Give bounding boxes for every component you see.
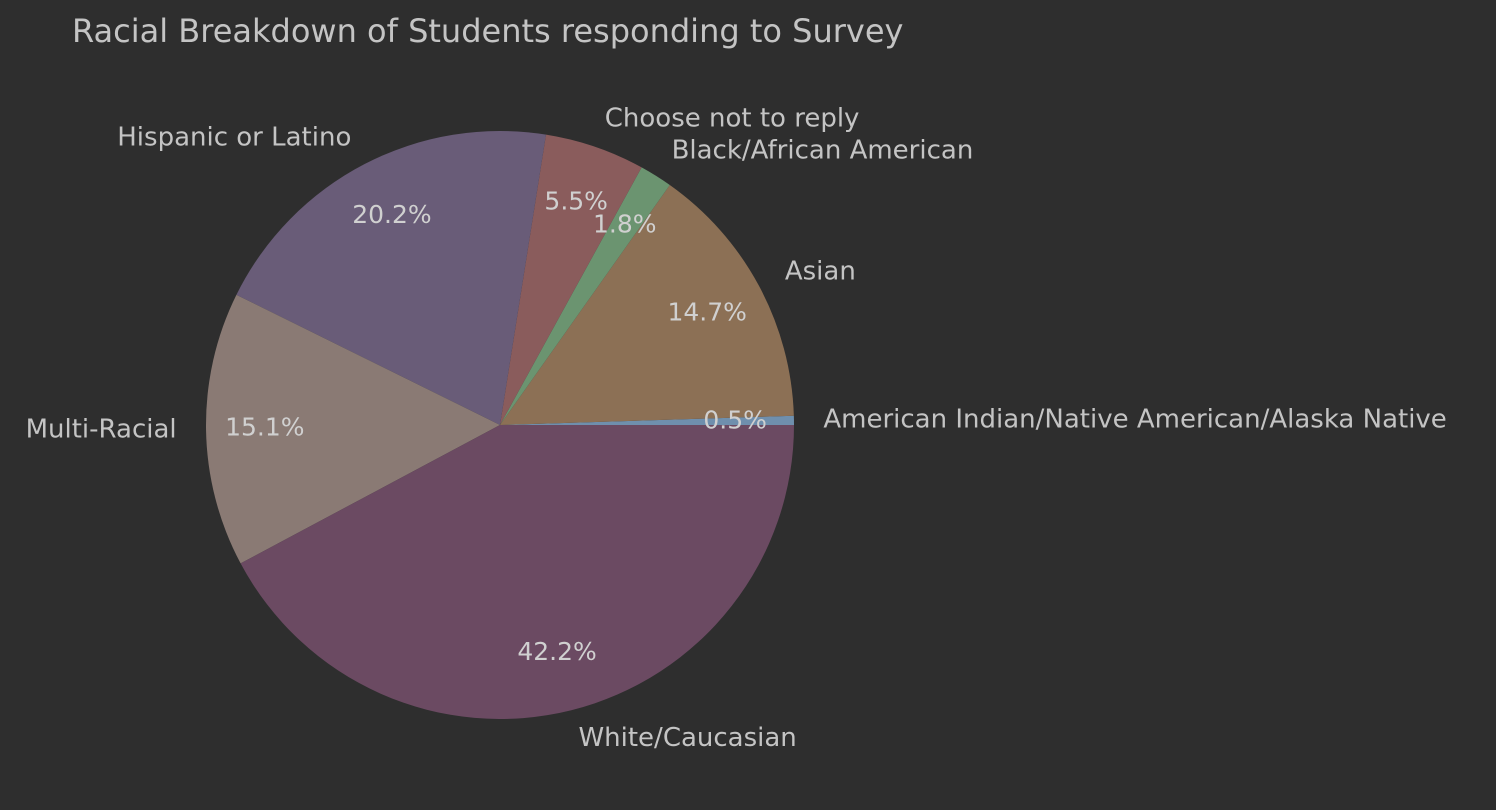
slice-percent-white-caucasian: 42.2%	[517, 637, 596, 666]
slice-label-american-indian-native-american-alaska-native: American Indian/Native American/Alaska N…	[823, 404, 1446, 434]
pie-labels: American Indian/Native American/Alaska N…	[26, 104, 1447, 754]
pie-slice-choose-not-to-reply	[500, 134, 642, 425]
slice-percent-hispanic-or-latino: 20.2%	[352, 200, 431, 229]
pie-slice-asian	[500, 184, 794, 425]
slice-percent-asian: 14.7%	[667, 298, 746, 327]
pie-slice-black-african-american	[500, 167, 670, 425]
pie-slice-american-indian-native-american-alaska-native	[500, 415, 794, 425]
pie-slices	[205, 131, 794, 719]
slice-percent-choose-not-to-reply: 5.5%	[544, 186, 608, 215]
slice-label-white-caucasian: White/Caucasian	[578, 723, 796, 753]
slice-percent-multi-racial: 15.1%	[225, 413, 304, 442]
pie-slice-white-caucasian	[240, 425, 794, 719]
slice-label-hispanic-or-latino: Hispanic or Latino	[117, 122, 351, 152]
slice-percent-american-indian-native-american-alaska-native: 0.5%	[703, 405, 767, 434]
slice-percent-black-african-american: 1.8%	[593, 210, 657, 239]
slice-label-multi-racial: Multi-Racial	[26, 415, 177, 445]
chart-title: Racial Breakdown of Students responding …	[72, 12, 904, 50]
pie-slice-hispanic-or-latino	[236, 131, 546, 425]
pie-slice-multi-racial	[205, 294, 500, 564]
slice-label-choose-not-to-reply: Choose not to reply	[605, 104, 860, 134]
slice-label-asian: Asian	[785, 256, 856, 286]
slice-label-black-african-american: Black/African American	[672, 135, 974, 165]
